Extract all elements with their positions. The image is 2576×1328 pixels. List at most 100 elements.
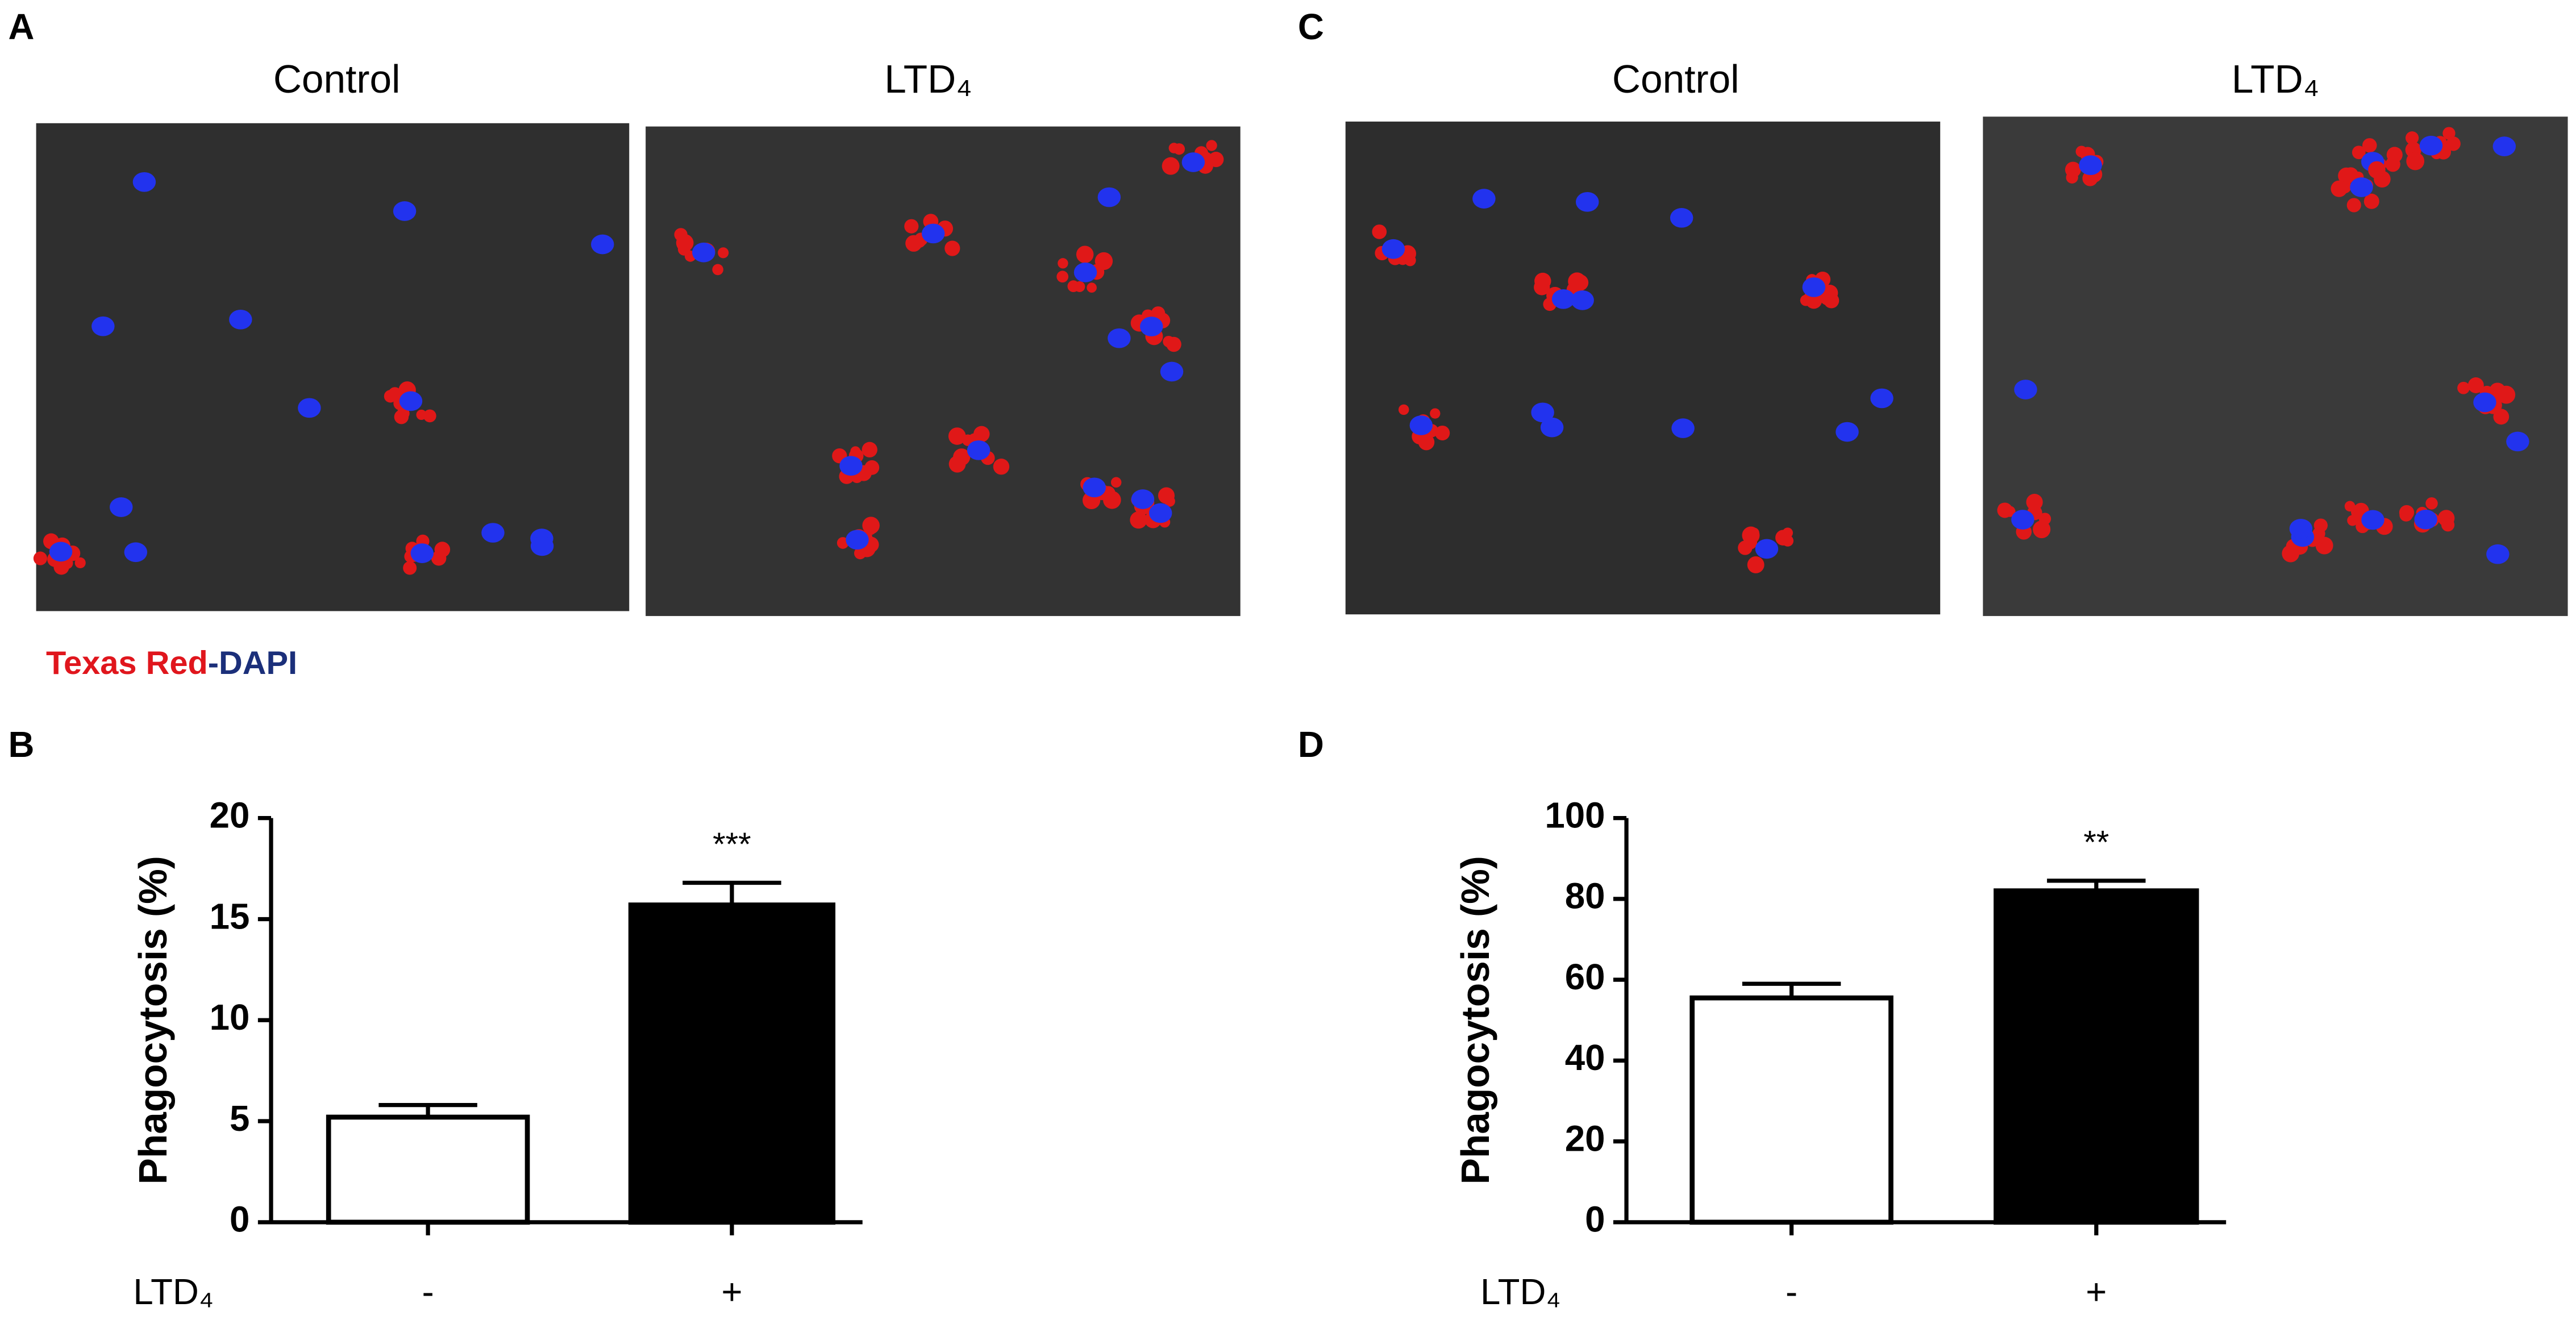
y-tick-label: 100 [1545, 795, 1605, 835]
x-tick-label: + [2086, 1272, 2107, 1312]
image-title: Control [273, 57, 401, 101]
nucleus [481, 523, 505, 543]
y-tick-label: 40 [1565, 1038, 1605, 1078]
nucleus [1531, 402, 1554, 423]
bead [1110, 477, 1122, 488]
nucleus [1670, 207, 1693, 228]
bead [1076, 245, 1094, 264]
nucleus [229, 309, 252, 330]
bead [2363, 193, 2379, 209]
image-title: LTD₄ [884, 57, 972, 101]
bead [2331, 180, 2348, 197]
bead [944, 240, 960, 256]
bead [1997, 503, 2008, 514]
nucleus [132, 172, 156, 192]
bead [993, 459, 1010, 475]
nucleus [1409, 415, 1433, 435]
x-tick-label: + [721, 1272, 742, 1312]
bead [416, 409, 427, 421]
bar [326, 1114, 530, 1225]
significance: ** [2083, 825, 2109, 861]
nucleus [2079, 155, 2102, 176]
nucleus [921, 223, 945, 244]
bead [1074, 281, 1085, 292]
bead [1749, 527, 1759, 538]
image-c-control [1345, 121, 1941, 615]
bead [2313, 518, 2328, 532]
nucleus [393, 201, 417, 221]
bead [2038, 513, 2051, 525]
bead [2442, 127, 2456, 140]
bead [905, 235, 922, 252]
panel-label: C [1298, 7, 1324, 47]
bead [2026, 493, 2043, 511]
bead [2082, 170, 2098, 186]
nucleus [1540, 417, 1564, 438]
bead [403, 561, 417, 575]
bead [862, 442, 877, 457]
bead [1534, 279, 1550, 295]
nucleus [1671, 418, 1695, 438]
x-tick-label: - [422, 1272, 434, 1312]
bead [1206, 140, 1217, 151]
nucleus [298, 398, 321, 418]
image-c-ltd4 [1983, 116, 2568, 617]
nucleus [91, 316, 115, 336]
bar [1689, 995, 1893, 1225]
nucleus [2492, 136, 2516, 156]
bead [2489, 382, 2506, 399]
nucleus [692, 242, 715, 263]
nucleus [110, 497, 133, 517]
bead [1747, 556, 1765, 573]
panel-label: D [1298, 725, 1324, 765]
bead [2350, 505, 2366, 519]
x-axis-label: LTD₄ [1480, 1272, 1560, 1312]
y-tick-label: 80 [1565, 876, 1605, 917]
bead [1821, 284, 1838, 302]
y-tick-label: 0 [1585, 1200, 1605, 1240]
nucleus [1108, 328, 1131, 348]
bead [1103, 490, 1121, 509]
bead [1435, 425, 1450, 441]
bead [423, 409, 436, 423]
bead [676, 234, 694, 252]
bead [1162, 157, 1180, 175]
x-tick-label: - [1786, 1272, 1797, 1312]
bead [2441, 518, 2455, 532]
nucleus [1073, 263, 1097, 282]
nucleus [846, 530, 869, 550]
image-title: Control [1612, 57, 1739, 101]
bead [1208, 152, 1224, 168]
nucleus [2011, 510, 2034, 530]
bead [1163, 336, 1175, 348]
y-tick-label: 20 [1565, 1118, 1605, 1159]
nucleus [1160, 361, 1184, 382]
nucleus [590, 234, 614, 255]
bead [1743, 535, 1758, 549]
bead [1418, 434, 1435, 451]
nucleus [2419, 135, 2443, 156]
legend-part: -DAPI [208, 645, 297, 681]
bead [2346, 198, 2361, 213]
bead [1398, 404, 1409, 415]
bead [1173, 143, 1185, 155]
nucleus [1131, 489, 1155, 509]
bead [2033, 521, 2051, 539]
nucleus [1472, 189, 1496, 209]
bead [1095, 252, 1113, 270]
bead [1372, 224, 1387, 239]
nucleus [1836, 422, 1859, 442]
legend-part: Texas Red [46, 645, 208, 681]
bead [718, 247, 729, 259]
y-tick-label: 20 [210, 795, 250, 835]
bead [1058, 258, 1068, 269]
nucleus [1575, 192, 1599, 212]
image-title: LTD₄ [2232, 57, 2319, 101]
bead [948, 427, 966, 445]
nucleus [1083, 477, 1106, 498]
bead [854, 547, 867, 560]
bead [2352, 145, 2366, 160]
nucleus [1381, 239, 1405, 259]
significance: *** [713, 826, 751, 863]
